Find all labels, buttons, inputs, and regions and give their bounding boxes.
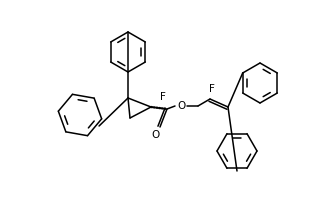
Text: O: O <box>177 101 185 111</box>
Text: F: F <box>209 84 215 94</box>
Text: F: F <box>160 92 166 102</box>
Text: O: O <box>152 130 160 140</box>
